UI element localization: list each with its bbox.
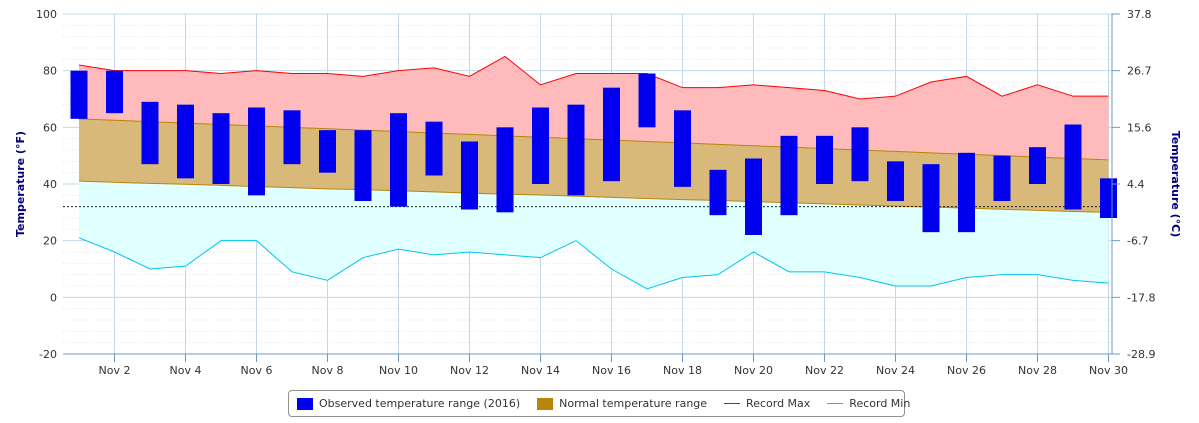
observed-bar: [674, 110, 691, 187]
observed-bar: [177, 104, 194, 179]
x-tick-label: Nov 30: [1089, 364, 1128, 377]
observed-bar: [993, 155, 1011, 201]
areas: [78, 56, 1109, 289]
y-tick-label: 20: [43, 235, 57, 248]
legend-swatch-normal: [537, 397, 554, 410]
legend-label-record-min: Record Min: [849, 397, 911, 410]
y-tick-label: 40: [43, 178, 57, 191]
legend-label-record-max: Record Max: [746, 397, 811, 410]
observed-bar: [1100, 178, 1117, 218]
observed-bar: [816, 135, 833, 184]
y2-tick-label: 4.4: [1127, 178, 1145, 191]
y2-tick-label: 26.7: [1127, 65, 1152, 78]
legend-label-observed: Observed temperature range (2016): [319, 397, 521, 410]
y-tick-label: 80: [43, 65, 57, 78]
record-max-area: [79, 56, 1109, 160]
observed-bar: [1029, 147, 1046, 184]
legend-swatch-record-min: [827, 403, 844, 404]
x-tick-label: Nov 12: [450, 364, 489, 377]
y-tick-label: 60: [43, 121, 57, 134]
legend: Observed temperature range (2016) Normal…: [288, 390, 910, 417]
record-max-line: [78, 55, 1109, 100]
legend-item-record-min[interactable]: Record Min: [827, 397, 910, 410]
observed-bar: [212, 113, 230, 184]
y-tick-label: -20: [39, 348, 57, 361]
observed-bar: [425, 121, 443, 176]
observed-bar: [354, 130, 372, 201]
y2-axis-title: Temperature (°C): [1169, 131, 1182, 238]
x-tick-label: Nov 28: [1018, 364, 1057, 377]
axes: -20 0 20 40 60 80 100 -28.9 -17.8 -6.7 4.4 15.6 26.7…: [36, 8, 1155, 377]
observed-bar: [958, 152, 975, 233]
y-tick-label: 0: [50, 291, 57, 304]
observed-bar: [319, 130, 336, 173]
x-tick-label: Nov 10: [379, 364, 418, 377]
observed-bar: [283, 110, 301, 165]
x-tick-label: Nov 26: [947, 364, 986, 377]
legend-item-normal[interactable]: Normal temperature range: [537, 397, 707, 410]
legend-item-observed[interactable]: Observed temperature range (2016): [297, 397, 520, 410]
x-tick-label: Nov 18: [663, 364, 702, 377]
observed-bar: [567, 104, 585, 196]
y2-tick-label: -28.9: [1127, 348, 1155, 361]
legend-swatch-record-max: [724, 403, 741, 404]
observed-bar: [70, 70, 88, 119]
y-axis-title: Temperature (°F): [14, 131, 27, 237]
x-tick-label: Nov 8: [312, 364, 344, 377]
observed-bar: [603, 87, 620, 182]
observed-bar: [532, 107, 549, 184]
observed-bar: [141, 101, 159, 165]
legend-swatch-observed: [297, 397, 313, 410]
observed-bar: [106, 70, 123, 114]
y2-tick-label: -17.8: [1127, 291, 1155, 304]
bars: [70, 70, 1117, 235]
x-tick-label: Nov 2: [99, 364, 131, 377]
y-tick-label: 100: [36, 8, 57, 21]
legend-item-record-max[interactable]: Record Max: [724, 397, 810, 410]
observed-bar: [745, 158, 762, 235]
lines: [63, 55, 1112, 290]
legend-label-normal: Normal temperature range: [559, 397, 708, 410]
x-tick-label: Nov 6: [241, 364, 273, 377]
x-tick-label: Nov 16: [592, 364, 631, 377]
record-min-line: [78, 237, 1109, 290]
observed-bar: [248, 107, 265, 196]
observed-bar: [638, 73, 656, 128]
observed-bar: [887, 161, 904, 201]
observed-bar: [1064, 124, 1082, 210]
x-tick-label: Nov 4: [170, 364, 202, 377]
x-tick-label: Nov 24: [876, 364, 915, 377]
x-tick-label: Nov 20: [734, 364, 773, 377]
x-tick-label: Nov 22: [805, 364, 844, 377]
observed-bar: [709, 169, 727, 216]
x-tick-label: Nov 14: [521, 364, 560, 377]
y2-tick-label: -6.7: [1127, 235, 1148, 248]
observed-bar: [780, 135, 798, 216]
y2-tick-label: 37.8: [1127, 8, 1152, 21]
observed-bar: [922, 164, 940, 233]
record-min-area: [79, 181, 1109, 289]
observed-bar: [496, 127, 514, 213]
y2-tick-label: 15.6: [1127, 121, 1152, 134]
observed-bar: [851, 127, 869, 182]
observed-bar: [461, 141, 478, 210]
observed-bar: [390, 113, 407, 207]
